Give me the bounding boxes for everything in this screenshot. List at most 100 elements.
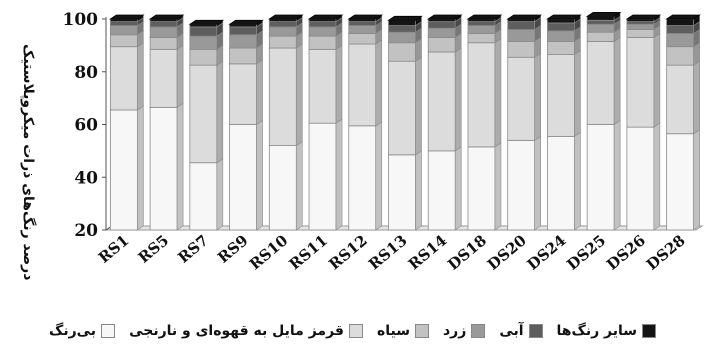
- bar-segment-side: [295, 43, 303, 147]
- bar-segment: [308, 26, 337, 37]
- x-tick-label: RS7: [174, 231, 211, 266]
- bar-segment: [229, 63, 257, 125]
- bar-segment: [388, 31, 416, 44]
- legend-item-colorless: بی‌رنگ: [48, 323, 116, 339]
- bar-segment: [507, 21, 536, 30]
- bar-segment-side: [693, 60, 700, 135]
- bar-segment: [149, 21, 178, 28]
- legend-label-colorless: بی‌رنگ: [48, 323, 97, 339]
- bar-segment: [586, 31, 615, 42]
- bar-top: [625, 14, 662, 20]
- bar-segment: [626, 29, 655, 38]
- bar-segment: [189, 162, 218, 231]
- bar-segment: [626, 126, 655, 231]
- bar-segment: [229, 34, 257, 49]
- x-tick-label: DS18: [444, 231, 490, 274]
- bar-segment-side: [176, 102, 184, 231]
- legend-swatch-yellow: [471, 324, 486, 338]
- legend-swatch-colorless: [101, 324, 116, 338]
- bar-segment: [388, 42, 416, 62]
- bar-segment-side: [335, 118, 343, 231]
- bar-segment-side: [613, 36, 621, 126]
- bar-segment-side: [574, 50, 581, 137]
- bar-segment: [507, 41, 536, 58]
- x-tick-label: RS14: [405, 231, 450, 273]
- bar-segment: [547, 30, 575, 42]
- bar-top: [585, 11, 622, 17]
- bar-segment: [229, 26, 257, 36]
- bar-segment: [189, 26, 218, 37]
- bar-segment-side: [613, 119, 621, 231]
- bar-segment: [229, 47, 257, 65]
- y-tick-label: 20: [74, 221, 98, 241]
- x-tick-label: DS25: [563, 231, 609, 274]
- legend-item-blue: آبی: [499, 323, 543, 339]
- bar-segment: [586, 15, 615, 21]
- bar-segment: [348, 43, 377, 127]
- x-tick-label: DS28: [643, 231, 689, 274]
- bar-top: [109, 14, 145, 20]
- bar-segment: [547, 135, 575, 231]
- legend: سایر رنگ‌ها آبی زرد سیاه قرمز مایل به قه…: [0, 319, 705, 343]
- bar-segment: [268, 47, 297, 147]
- bar-segment: [109, 46, 138, 111]
- bar-segment: [308, 48, 337, 124]
- bar-segment-side: [216, 158, 224, 231]
- bar-segment: [109, 21, 138, 26]
- bar-segment-side: [653, 122, 661, 231]
- bar-segment: [666, 46, 695, 66]
- y-tick-label: 80: [74, 63, 98, 83]
- bar-segment: [547, 41, 575, 56]
- legend-swatch-blue: [528, 324, 543, 338]
- x-tick-label: DS20: [484, 231, 530, 274]
- legend-label-black: سیاه: [376, 323, 410, 339]
- x-tick-label: RS1: [95, 231, 132, 266]
- legend-item-other: سایر رنگ‌ها: [557, 323, 657, 339]
- bar-segment-side: [256, 119, 263, 231]
- bar-segment: [666, 25, 695, 34]
- bar-segment: [427, 150, 456, 231]
- bar-segment: [268, 26, 297, 37]
- bar-top: [665, 14, 701, 20]
- legend-label-blue: آبی: [499, 323, 524, 339]
- y-tick-label: 60: [74, 116, 98, 136]
- x-tick-label: RS5: [135, 231, 172, 266]
- bar-segment: [547, 54, 575, 137]
- x-tick-label: RS11: [286, 231, 331, 273]
- bar-segment: [109, 25, 138, 36]
- bar-segment: [149, 26, 178, 38]
- bar-top: [307, 14, 344, 20]
- bar-segment: [547, 18, 575, 24]
- x-tick-label: DS24: [524, 231, 570, 274]
- bar-segment: [109, 109, 138, 231]
- bar-top: [228, 19, 264, 25]
- bar-segment-side: [216, 60, 224, 164]
- bar-segment: [109, 34, 138, 48]
- bar-segment-side: [256, 59, 263, 126]
- bar-segment: [149, 37, 178, 50]
- bar-segment: [427, 21, 456, 29]
- y-axis-label: درصد رنگ‌های ذرات میکروپلاستیک: [20, 43, 36, 281]
- bar-segment: [467, 25, 496, 34]
- chart-svg: 20 40 60 80 100 RS1 RS5 RS7 RS9RS10RS11RS12RS13R…: [63, 10, 704, 274]
- bar-segment: [308, 21, 337, 28]
- bar-segment-side: [415, 56, 422, 156]
- bar-segment-side: [295, 141, 303, 231]
- bar-segment-side: [454, 146, 462, 231]
- bar-segment: [427, 51, 456, 152]
- bar-segment-side: [137, 105, 144, 231]
- bar-segment: [547, 22, 575, 32]
- bar-segment: [388, 25, 416, 33]
- bar-segment: [666, 64, 695, 135]
- bar-top: [546, 14, 582, 20]
- legend-item-red-brown-orange: قرمز مایل به قهوه‌ای و نارنجی: [129, 323, 363, 339]
- bar-segment-side: [375, 121, 383, 231]
- bar-top: [188, 19, 225, 25]
- bar-segment: [149, 48, 178, 108]
- bar-segment: [507, 29, 536, 42]
- bar-segment: [348, 125, 377, 231]
- legend-swatch-red-brown-orange: [348, 324, 363, 338]
- legend-item-black: سیاه: [377, 323, 429, 339]
- bar-segment: [388, 19, 416, 26]
- legend-label-red-brown-orange: قرمز مایل به قهوه‌ای و نارنجی: [129, 323, 344, 339]
